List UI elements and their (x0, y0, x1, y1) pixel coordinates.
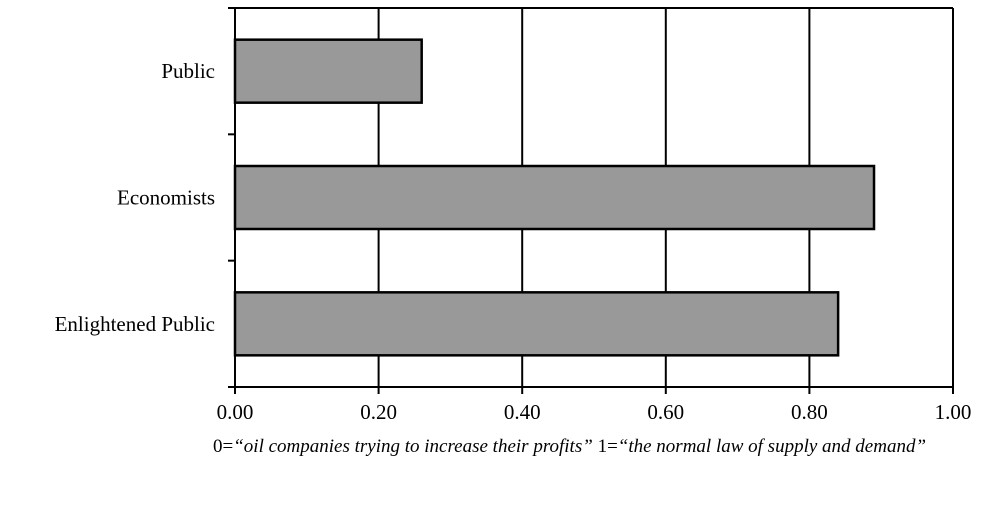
x-tick-label-3: 0.60 (647, 400, 684, 424)
x-tick-label-5: 1.00 (935, 400, 972, 424)
x-tick-label-0: 0.00 (217, 400, 254, 424)
category-label-2: Enlightened Public (55, 312, 215, 336)
x-tick-label-1: 0.20 (360, 400, 397, 424)
bar-2 (233, 291, 840, 357)
caption-high-value: 1= (592, 436, 618, 457)
caption-low-value: 0= (213, 436, 234, 457)
x-tick-label-4: 0.80 (791, 400, 828, 424)
bar-0 (233, 38, 423, 104)
axis-caption: 0=“oil companies trying to increase thei… (213, 433, 953, 461)
category-label-0: Public (161, 59, 215, 83)
x-tick-label-2: 0.40 (504, 400, 541, 424)
caption-low-label: “oil companies trying to increase their … (233, 436, 593, 457)
category-label-1: Economists (117, 186, 215, 210)
bar-1 (233, 164, 876, 231)
caption-high-label: “the normal law of supply and demand” (617, 436, 927, 457)
